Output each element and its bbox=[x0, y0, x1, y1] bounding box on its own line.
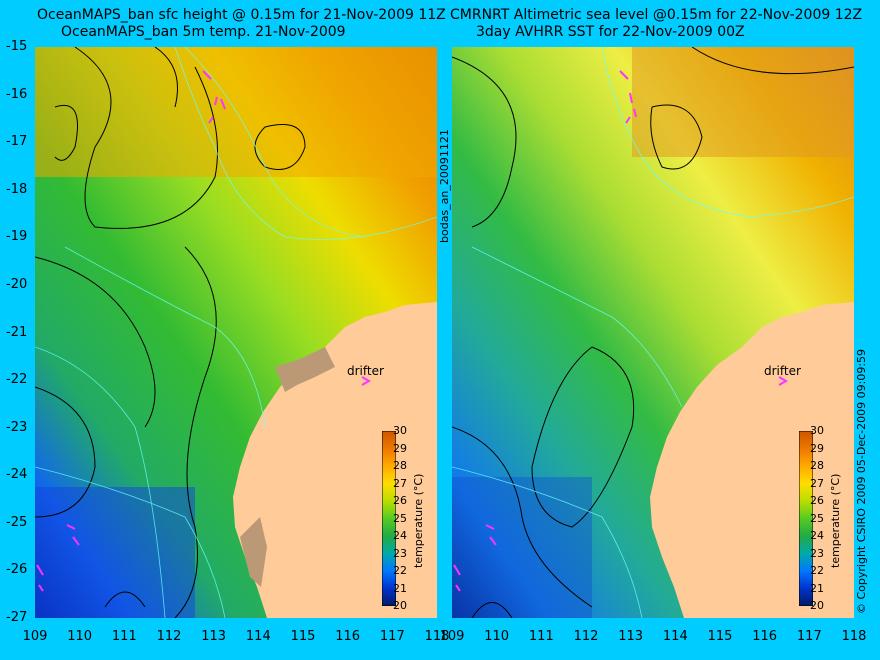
colorbar-tick-label: 22 bbox=[393, 564, 407, 577]
y-tick-label: -24 bbox=[6, 467, 28, 483]
y-tick-label: -26 bbox=[6, 562, 28, 578]
x-tick-label: 114 bbox=[662, 629, 688, 644]
colorbar-tick-label: 27 bbox=[393, 476, 407, 490]
middle-label: bodas_an_20091121 bbox=[438, 129, 451, 243]
x-tick-label: 109 bbox=[439, 629, 465, 644]
y-tick-label: -21 bbox=[6, 324, 28, 340]
left-title-line2: OceanMAPS_ban 5m temp. 21-Nov-2009 bbox=[61, 24, 346, 40]
left-map bbox=[35, 47, 437, 618]
x-tick-label: 111 bbox=[111, 629, 137, 644]
colorbar-tick-label: 30 bbox=[810, 424, 824, 437]
right-title-line1: CMRNRT Altimetric sea level @0.15m for 2… bbox=[450, 7, 863, 23]
right-map bbox=[452, 47, 854, 618]
x-tick-label: 110 bbox=[67, 629, 93, 644]
colorbar-tick-label: 24 bbox=[393, 529, 407, 542]
x-tick-label: 114 bbox=[245, 629, 271, 644]
colorbar-tick-label: 29 bbox=[393, 441, 407, 455]
colorbar-tick-label: 23 bbox=[810, 546, 824, 560]
x-tick-label: 113 bbox=[201, 629, 227, 644]
x-tick-label: 113 bbox=[618, 629, 644, 644]
y-tick-label: -16 bbox=[6, 86, 28, 102]
y-tick-label: -18 bbox=[6, 181, 28, 197]
warm-band bbox=[632, 47, 854, 157]
left-title-line1: OceanMAPS_ban sfc height @ 0.15m for 21-… bbox=[37, 7, 446, 23]
y-tick-label: -23 bbox=[6, 419, 28, 435]
colorbar-tick-label: 29 bbox=[810, 441, 824, 455]
y-tick-label: -25 bbox=[6, 514, 28, 530]
colorbar-tick-label: 20 bbox=[810, 599, 824, 612]
y-tick-label: -19 bbox=[6, 229, 28, 245]
colorbar-tick-label: 28 bbox=[393, 459, 407, 472]
left-colorbar-label: temperature (°C) bbox=[412, 473, 425, 568]
x-tick-label: 117 bbox=[379, 629, 405, 644]
colorbar-tick-label: 26 bbox=[810, 494, 824, 507]
isobaths bbox=[452, 47, 854, 618]
x-tick-label: 118 bbox=[424, 629, 450, 644]
copyright: © Copyright CSIRO 2009 05-Dec-2009 09:09… bbox=[855, 348, 868, 614]
colorbar-tick-label: 28 bbox=[810, 459, 824, 472]
x-tick-label: 111 bbox=[528, 629, 554, 644]
colorbar-tick-label: 20 bbox=[393, 599, 407, 612]
cool-patch bbox=[35, 487, 195, 618]
y-tick-label: -20 bbox=[6, 276, 28, 292]
mud-flats bbox=[240, 347, 335, 587]
x-tick-label: 117 bbox=[796, 629, 822, 644]
colorbar-tick-label: 21 bbox=[810, 581, 824, 595]
y-tick-label: -15 bbox=[6, 39, 28, 54]
x-tick-label: 112 bbox=[156, 629, 182, 644]
right-title-line2: 3day AVHRR SST for 22-Nov-2009 00Z bbox=[476, 24, 745, 40]
colorbar-tick-label: 26 bbox=[393, 494, 407, 507]
x-tick-label: 109 bbox=[22, 629, 48, 644]
left-drifter-label: drifter bbox=[347, 364, 384, 378]
x-tick-label: 115 bbox=[290, 629, 316, 644]
colorbar-tick-label: 25 bbox=[810, 511, 824, 525]
x-tick-label: 116 bbox=[752, 629, 778, 644]
y-tick-label: -27 bbox=[6, 610, 28, 625]
x-tick-label: 110 bbox=[484, 629, 510, 644]
colorbar-tick-label: 30 bbox=[393, 424, 407, 437]
colorbar-tick-label: 24 bbox=[810, 529, 824, 542]
right-drifter-label: drifter bbox=[764, 364, 801, 378]
x-tick-label: 115 bbox=[707, 629, 733, 644]
colorbar-tick-label: 25 bbox=[393, 511, 407, 525]
x-tick-label: 116 bbox=[335, 629, 361, 644]
right-colorbar-label: temperature (°C) bbox=[829, 473, 842, 568]
contour-lines bbox=[35, 47, 306, 618]
colorbar-tick-label: 21 bbox=[393, 581, 407, 595]
x-tick-label: 118 bbox=[841, 629, 867, 644]
drifter-tracks bbox=[453, 70, 789, 592]
drifter-tracks bbox=[36, 70, 372, 592]
x-tick-label: 112 bbox=[573, 629, 599, 644]
colorbar-tick-label: 22 bbox=[810, 564, 824, 577]
contour-lines bbox=[452, 47, 854, 618]
right-colorbar bbox=[799, 431, 813, 606]
cool-patch bbox=[452, 477, 592, 618]
colorbar-tick-label: 23 bbox=[393, 546, 407, 560]
y-tick-label: -22 bbox=[6, 372, 28, 388]
left-colorbar bbox=[382, 431, 396, 606]
colorbar-tick-label: 27 bbox=[810, 476, 824, 490]
isobaths bbox=[35, 47, 437, 618]
y-tick-label: -17 bbox=[6, 134, 28, 150]
